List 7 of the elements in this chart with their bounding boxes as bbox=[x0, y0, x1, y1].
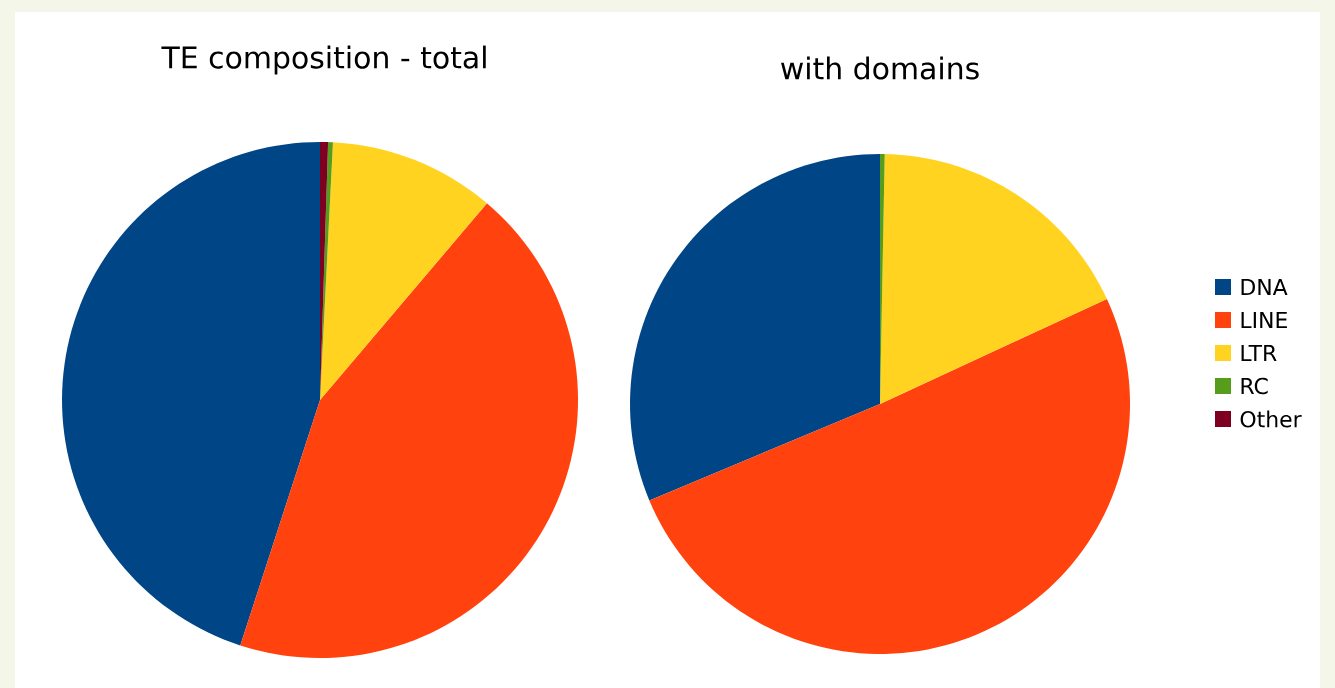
legend-label: DNA bbox=[1241, 279, 1288, 295]
legend-label: RC bbox=[1241, 377, 1268, 395]
chart-title: TE composition - total bbox=[161, 45, 486, 75]
chart-title: with domains bbox=[781, 56, 979, 80]
legend-label: Other bbox=[1240, 410, 1302, 428]
legend-label: LINE bbox=[1241, 312, 1287, 328]
legend-label: LTR bbox=[1241, 345, 1277, 361]
